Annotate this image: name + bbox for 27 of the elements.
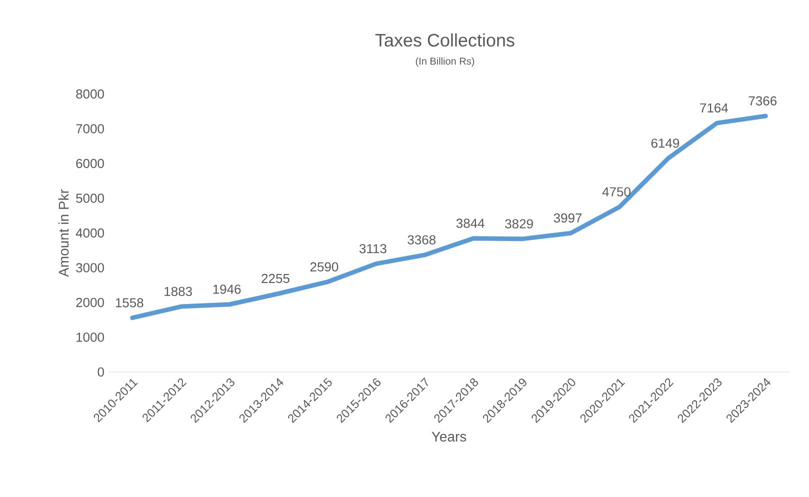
data-label: 3113: [359, 244, 386, 254]
x-axis-title: Years: [432, 432, 466, 442]
data-label: 7366: [748, 96, 777, 106]
chart-title: Taxes Collections: [375, 33, 514, 47]
chart-subtitle: (In Billion Rs): [416, 57, 474, 67]
y-tick-label: 2000: [76, 298, 104, 308]
y-tick-label: 8000: [76, 89, 104, 99]
data-label: 4750: [602, 187, 630, 196]
y-tick-label: 7000: [76, 124, 104, 134]
data-label: 2255: [262, 274, 290, 284]
y-tick-label: 1000: [76, 332, 104, 342]
data-label: 3844: [456, 218, 484, 228]
y-tick-label: 6000: [76, 158, 104, 168]
data-label: 3368: [408, 235, 436, 244]
data-label: 3829: [505, 219, 533, 228]
data-label: 3997: [554, 213, 582, 223]
y-tick-label: 0: [98, 367, 104, 377]
y-tick-label: 4000: [76, 228, 104, 238]
data-label: 7164: [700, 103, 728, 113]
data-label: 6149: [651, 138, 680, 148]
y-tick-label: 3000: [76, 263, 104, 272]
y-axis-title: Amount in Pkr: [58, 189, 69, 277]
data-label: 1558: [116, 298, 144, 308]
data-label: 2590: [310, 262, 338, 272]
y-tick-label: 5000: [76, 194, 104, 203]
data-label: 1946: [213, 284, 241, 294]
data-label: 1883: [164, 286, 192, 296]
